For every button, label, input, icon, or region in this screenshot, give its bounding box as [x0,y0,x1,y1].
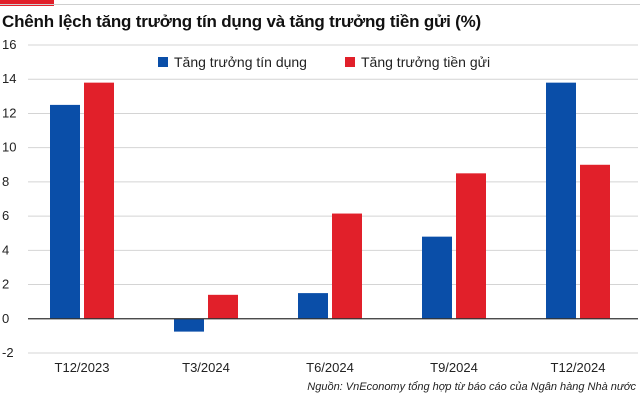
y-tick-label: 16 [2,37,16,52]
y-tick-label: 2 [2,277,9,292]
legend-swatch-1 [345,57,355,67]
x-tick-label: T12/2024 [551,360,606,375]
y-tick-label: 12 [2,105,16,120]
bar-deposit-1 [208,294,238,319]
bar-credit-3 [422,236,452,319]
y-axis-ticks: -2 0 2 4 6 8 10 12 14 16 [2,37,16,360]
legend: Tăng trưởng tín dụng Tăng trưởng tiền gửi [158,54,490,70]
bar-credit-2 [298,293,328,319]
header-rule [0,4,640,5]
chart-title: Chênh lệch tăng trưởng tín dụng và tăng … [2,12,482,31]
x-tick-label: T9/2024 [430,360,478,375]
bar-deposit-2 [332,213,362,319]
source-note: Nguồn: VnEconomy tổng hợp từ báo cáo của… [307,381,636,393]
bars [50,82,610,332]
x-tick-label: T12/2023 [55,360,110,375]
y-tick-label: 14 [2,71,16,86]
x-axis-ticks: T12/2023 T3/2024 T6/2024 T9/2024 T12/2024 [55,360,606,375]
bar-credit-4 [546,82,576,319]
y-tick-label: -2 [2,345,14,360]
header-accent-bar [0,0,54,6]
bar-deposit-0 [84,82,114,319]
x-tick-label: T6/2024 [306,360,354,375]
bar-deposit-4 [580,164,610,319]
bar-credit-1 [174,318,204,332]
y-tick-label: 0 [2,311,9,326]
bar-deposit-3 [456,173,486,319]
y-tick-label: 4 [2,242,9,257]
y-tick-label: 8 [2,174,9,189]
bar-credit-0 [50,104,80,319]
x-tick-label: T3/2024 [182,360,230,375]
grid-lines [28,44,638,354]
legend-label-1: Tăng trưởng tiền gửi [361,54,490,70]
y-tick-label: 10 [2,140,16,155]
legend-swatch-0 [158,57,168,67]
legend-label-0: Tăng trưởng tín dụng [174,54,307,70]
y-tick-label: 6 [2,208,9,223]
